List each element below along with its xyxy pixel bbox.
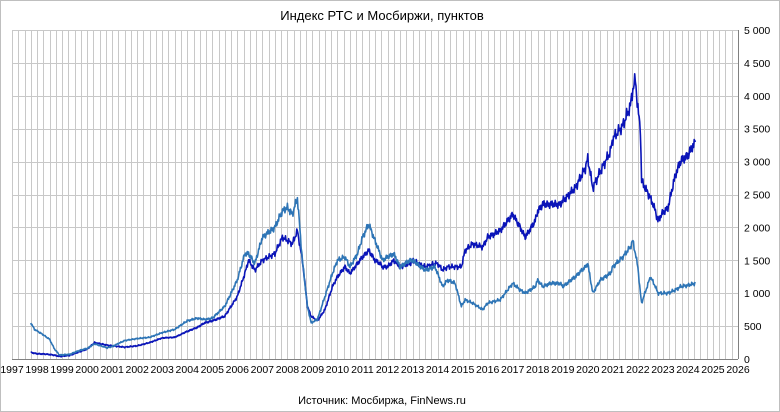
x-tick-label: 1999 (50, 364, 74, 376)
x-tick-label: 2003 (151, 364, 175, 376)
x-tick-label: 2016 (476, 364, 500, 376)
x-tick-label: 2014 (426, 364, 450, 376)
grid (12, 30, 739, 360)
y-tick-label: 5 000 (744, 25, 770, 37)
x-tick-label: 2025 (701, 364, 725, 376)
x-tick-label: 2000 (75, 364, 99, 376)
series-line-1 (30, 73, 697, 358)
x-tick-label: 2002 (125, 364, 149, 376)
y-tick-label: 500 (744, 321, 762, 333)
x-tick-label: 2007 (251, 364, 275, 376)
x-tick-label: 2009 (301, 364, 325, 376)
y-tick-label: 1 500 (744, 255, 770, 267)
series-layer (30, 73, 697, 358)
x-tick-label: 2011 (351, 364, 374, 376)
y-tick-label: 3 500 (744, 124, 770, 136)
series-line-2 (30, 196, 697, 357)
x-tick-label: 2019 (551, 364, 575, 376)
y-tick-label: 2 000 (744, 222, 770, 234)
x-tick-label: 2022 (626, 364, 650, 376)
x-tick-label: 2005 (201, 364, 225, 376)
x-tick-label: 2017 (501, 364, 525, 376)
x-tick-label: 2001 (100, 364, 124, 376)
x-tick-label: 2010 (326, 364, 350, 376)
y-tick-label: 2 500 (744, 190, 770, 202)
x-tick-label: 2006 (226, 364, 250, 376)
x-tick-label: 2024 (676, 364, 700, 376)
x-tick-label: 2008 (276, 364, 300, 376)
y-tick-label: 4 500 (744, 58, 770, 70)
y-axis-ticks: 0 500 1 000 1 500 2 000 2 500 3 000 3 500 4 000 4… (744, 25, 770, 366)
y-tick-label: 3 000 (744, 157, 770, 169)
x-tick-label: 2004 (176, 364, 200, 376)
x-tick-label: 2018 (526, 364, 550, 376)
x-tick-label: 2015 (451, 364, 475, 376)
x-tick-label: 2013 (401, 364, 425, 376)
x-tick-label: 2020 (576, 364, 600, 376)
x-tick-label: 2026 (726, 364, 750, 376)
x-tick-label: 2012 (376, 364, 400, 376)
x-tick-label: 2023 (651, 364, 675, 376)
y-tick-label: 1 000 (744, 288, 770, 300)
x-tick-label: 1997 (0, 364, 24, 376)
x-tick-label: 2021 (601, 364, 625, 376)
x-axis-ticks: 1997 1998 1999 2000 2001 2002 2003 2004 2005 2006… (0, 364, 750, 376)
chart-source: Источник: Мосбиржа, FinNews.ru (298, 395, 466, 407)
y-tick-label: 4 000 (744, 91, 770, 103)
chart-title: Индекс РТС и Мосбиржи, пунктов (280, 8, 484, 23)
y-tick-label: 0 (744, 354, 750, 366)
x-tick-label: 1998 (25, 364, 49, 376)
